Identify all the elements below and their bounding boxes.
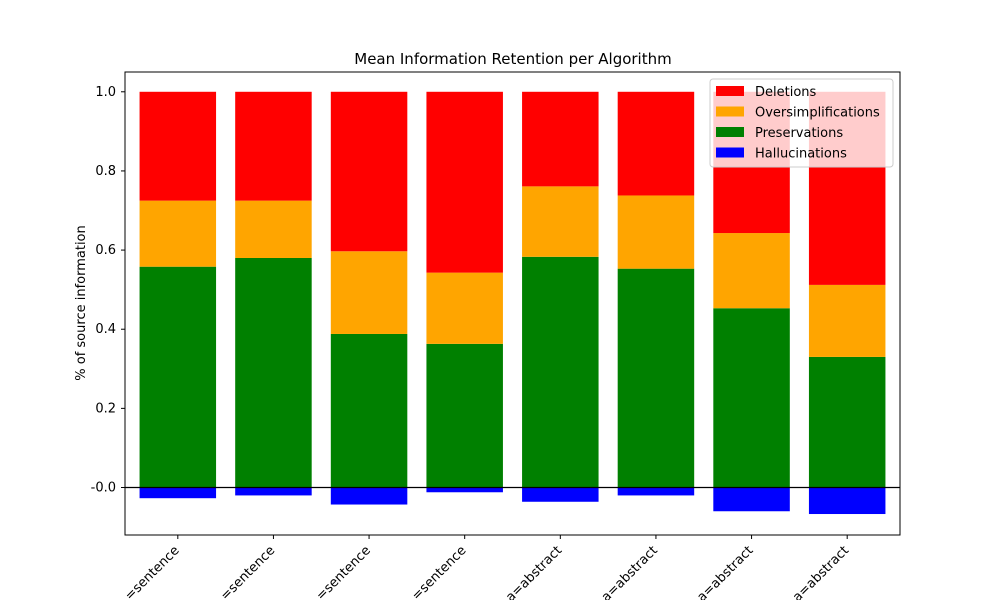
bar-preservations-1 [235,257,312,488]
bar-hallucinations-5 [617,487,695,496]
y-tick-label: 0.4 [95,322,116,337]
bar-preservations-2 [330,333,408,488]
x-tick-label: =sentence [218,543,278,600]
y-tick-label: 0.2 [95,401,116,416]
x-tick-label: a=abstract [790,543,852,600]
bar-oversimplifications-4 [522,186,599,257]
bar-deletions-3 [426,91,503,273]
bar-oversimplifications-1 [235,200,312,258]
bar-deletions-5 [617,91,695,196]
bar-preservations-7 [808,356,886,488]
bar-deletions-4 [522,91,599,187]
x-tick-label: a=abstract [503,543,565,600]
bar-preservations-5 [617,268,695,488]
bar-preservations-4 [522,256,599,488]
legend-swatch-deletions [716,86,744,96]
bar-preservations-6 [713,308,790,488]
bar-oversimplifications-0 [139,200,217,267]
bar-hallucinations-1 [235,487,312,496]
chart-title: Mean Information Retention per Algorithm [354,50,671,68]
plot-frame [124,71,901,536]
x-tick-label: a=abstract [695,543,757,600]
x-tick-label: a=abstract [599,543,661,600]
bar-preservations-3 [426,343,503,488]
legend-label-hallucinations: Hallucinations [755,147,847,162]
y-tick-label: -0.0 [91,481,116,496]
y-axis-label: % of source information [74,225,89,380]
bar-hallucinations-7 [808,487,886,515]
bar-hallucinations-6 [713,487,790,512]
bar-oversimplifications-3 [426,272,503,344]
y-tick-label: 1.0 [95,85,116,100]
legend-label-oversimplifications: Oversimplifications [755,106,880,121]
x-tick-label: =sentence [314,543,374,600]
bar-deletions-0 [139,91,217,201]
legend-swatch-hallucinations [716,147,744,158]
legend-box [709,78,894,168]
bar-hallucinations-2 [330,487,408,505]
bar-oversimplifications-7 [808,284,886,357]
legend-swatch-oversimplifications [716,106,744,117]
bar-oversimplifications-6 [713,233,790,309]
legend-label-preservations: Preservations [755,126,843,141]
bar-oversimplifications-2 [330,251,408,334]
bar-deletions-1 [235,91,312,201]
bar-oversimplifications-5 [617,195,695,269]
legend: Deletions Oversimplifications Preservation… [709,78,894,168]
bar-preservations-0 [139,266,217,488]
bar-deletions-2 [330,91,408,252]
x-tick-label: =sentence [122,543,182,600]
legend-label-deletions: Deletions [755,85,817,100]
y-tick-label: 0.6 [95,243,116,258]
bar-hallucinations-3 [426,487,503,493]
bar-hallucinations-0 [139,487,217,499]
legend-swatch-preservations [716,127,744,137]
bar-hallucinations-4 [522,487,599,502]
y-tick-label: 0.8 [95,164,116,179]
bars-group [139,91,886,515]
x-tick-label: =sentence [409,543,469,600]
